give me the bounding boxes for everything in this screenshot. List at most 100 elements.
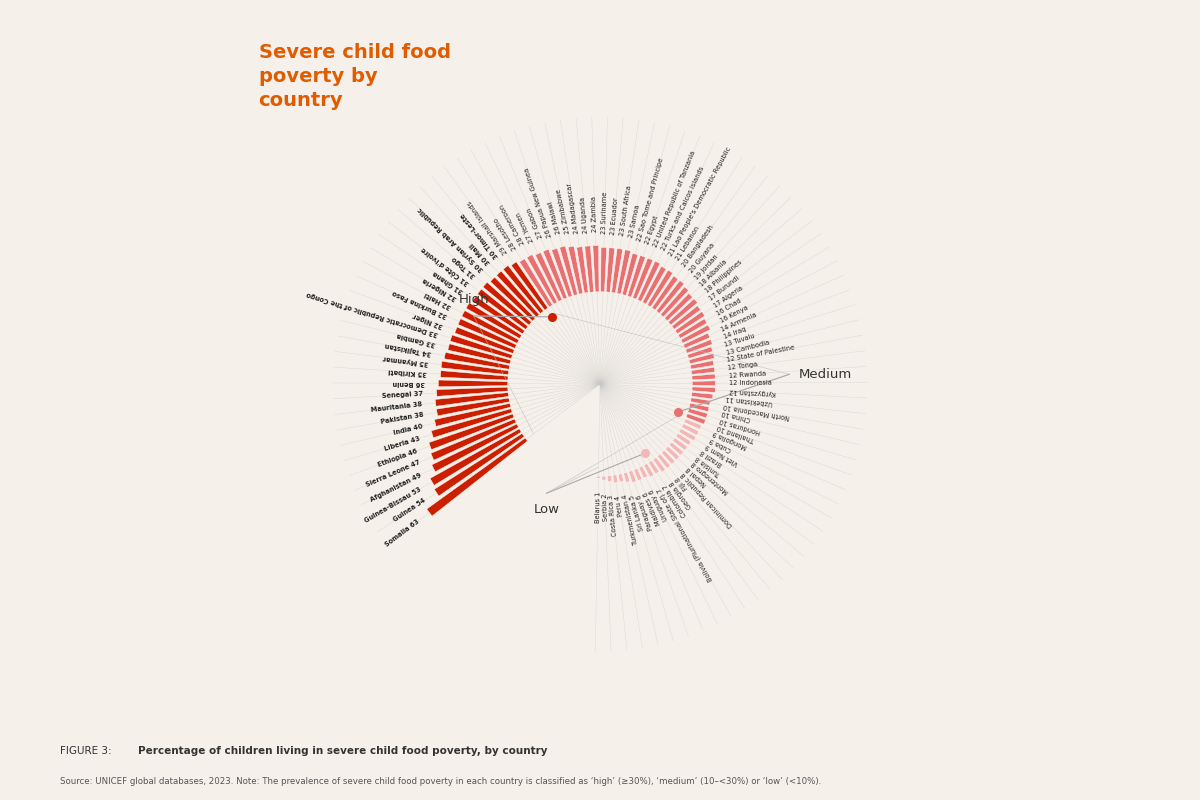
Text: 31 Ghana: 31 Ghana bbox=[432, 269, 464, 294]
Text: Belarus 1: Belarus 1 bbox=[594, 491, 601, 523]
Wedge shape bbox=[520, 258, 552, 307]
Text: 35 Myanmar: 35 Myanmar bbox=[382, 354, 428, 366]
Text: 22 Turks and Caicos Islands: 22 Turks and Caicos Islands bbox=[660, 166, 706, 251]
Wedge shape bbox=[438, 380, 508, 386]
Text: 12 State of Palestine: 12 State of Palestine bbox=[726, 345, 796, 363]
Text: Severe child food
poverty by
country: Severe child food poverty by country bbox=[258, 42, 450, 110]
Wedge shape bbox=[684, 418, 702, 430]
Wedge shape bbox=[690, 398, 710, 405]
Text: 14 Armenia: 14 Armenia bbox=[720, 311, 757, 333]
Wedge shape bbox=[624, 472, 630, 482]
Text: 33 Democratic Republic of the Congo: 33 Democratic Republic of the Congo bbox=[306, 290, 439, 337]
Wedge shape bbox=[602, 476, 606, 480]
Wedge shape bbox=[568, 246, 583, 294]
Wedge shape bbox=[593, 246, 599, 292]
Wedge shape bbox=[618, 474, 624, 482]
Wedge shape bbox=[584, 246, 594, 292]
Text: 14 Iraq: 14 Iraq bbox=[722, 326, 748, 340]
Wedge shape bbox=[676, 311, 704, 334]
Wedge shape bbox=[497, 271, 539, 317]
Wedge shape bbox=[462, 310, 518, 343]
Text: Colombia 7: Colombia 7 bbox=[662, 482, 688, 518]
Text: Honduras 10: Honduras 10 bbox=[719, 417, 761, 434]
Text: Sierra Leone 47: Sierra Leone 47 bbox=[365, 459, 421, 488]
Text: 19 Jordan: 19 Jordan bbox=[694, 254, 719, 281]
Text: Mongolia 9: Mongolia 9 bbox=[712, 430, 748, 450]
Wedge shape bbox=[436, 393, 509, 406]
Wedge shape bbox=[679, 429, 696, 441]
Wedge shape bbox=[629, 470, 636, 482]
Wedge shape bbox=[527, 254, 557, 304]
Text: 25 Zimbabwe: 25 Zimbabwe bbox=[556, 188, 571, 234]
Wedge shape bbox=[648, 461, 659, 474]
Wedge shape bbox=[670, 442, 684, 455]
Text: Nepal 8: Nepal 8 bbox=[685, 466, 708, 487]
Wedge shape bbox=[689, 354, 714, 364]
Wedge shape bbox=[680, 325, 710, 343]
Wedge shape bbox=[652, 276, 678, 310]
Text: 13 Tuvalu: 13 Tuvalu bbox=[724, 333, 756, 348]
Wedge shape bbox=[692, 374, 715, 380]
Wedge shape bbox=[632, 258, 653, 299]
Wedge shape bbox=[442, 362, 509, 374]
Wedge shape bbox=[692, 387, 715, 393]
Wedge shape bbox=[658, 454, 671, 468]
Wedge shape bbox=[689, 403, 709, 412]
Text: Uruguay 6: Uruguay 6 bbox=[649, 488, 670, 522]
Text: Maldives 6: Maldives 6 bbox=[642, 491, 661, 526]
Text: 26 Papua New Guinea: 26 Papua New Guinea bbox=[523, 166, 553, 238]
Wedge shape bbox=[691, 367, 715, 374]
Wedge shape bbox=[601, 247, 607, 292]
Wedge shape bbox=[606, 248, 614, 292]
Text: 32 Nigeria: 32 Nigeria bbox=[421, 276, 457, 302]
Wedge shape bbox=[691, 392, 713, 399]
Wedge shape bbox=[455, 327, 515, 354]
Wedge shape bbox=[628, 255, 646, 297]
Text: 16 Chad: 16 Chad bbox=[715, 298, 743, 317]
Wedge shape bbox=[688, 346, 713, 358]
Wedge shape bbox=[535, 253, 562, 302]
Wedge shape bbox=[596, 476, 600, 478]
Wedge shape bbox=[676, 434, 691, 446]
Wedge shape bbox=[661, 450, 676, 464]
Text: 23 Suriname: 23 Suriname bbox=[601, 192, 608, 234]
Wedge shape bbox=[638, 466, 648, 478]
Text: Senegal 37: Senegal 37 bbox=[382, 390, 424, 399]
Wedge shape bbox=[678, 318, 707, 338]
Wedge shape bbox=[690, 361, 714, 369]
Text: 24 Zambia: 24 Zambia bbox=[592, 196, 599, 232]
Wedge shape bbox=[430, 429, 521, 486]
Wedge shape bbox=[634, 468, 642, 481]
Wedge shape bbox=[682, 424, 698, 435]
Text: 31 Côte d'Ivoire: 31 Côte d'Ivoire bbox=[420, 246, 470, 286]
Text: 32 Niger: 32 Niger bbox=[413, 311, 444, 328]
Wedge shape bbox=[440, 370, 508, 380]
Text: 18 Philippines: 18 Philippines bbox=[704, 259, 743, 294]
Text: Bolivia (Plurinational State of) 7: Bolivia (Plurinational State of) 7 bbox=[655, 486, 714, 582]
Text: Tunisia 8: Tunisia 8 bbox=[695, 454, 722, 477]
Text: 22 Sao Tome and Principe: 22 Sao Tome and Principe bbox=[636, 157, 664, 242]
Text: 20 Bangladesh: 20 Bangladesh bbox=[682, 224, 715, 268]
Wedge shape bbox=[653, 458, 666, 472]
Text: Cuba 9: Cuba 9 bbox=[708, 437, 732, 453]
Wedge shape bbox=[668, 298, 697, 325]
Text: 21 Lebanon: 21 Lebanon bbox=[676, 226, 701, 262]
Text: Brazil 8: Brazil 8 bbox=[700, 448, 724, 467]
Text: 12 Indonesia: 12 Indonesia bbox=[728, 380, 772, 386]
Text: 13 Cambodia: 13 Cambodia bbox=[726, 339, 770, 355]
Text: 32 Haiti: 32 Haiti bbox=[424, 291, 452, 310]
Text: 31 Togo: 31 Togo bbox=[451, 254, 476, 278]
Text: 12 Tonga: 12 Tonga bbox=[727, 362, 758, 371]
Text: Source: UNICEF global databases, 2023. Note: The prevalence of severe child food: Source: UNICEF global databases, 2023. N… bbox=[60, 777, 821, 786]
Text: 16 Kenya: 16 Kenya bbox=[720, 304, 750, 324]
Text: Somalia 63: Somalia 63 bbox=[384, 518, 420, 548]
Wedge shape bbox=[552, 248, 572, 298]
Wedge shape bbox=[427, 438, 528, 516]
Text: Liberia 43: Liberia 43 bbox=[383, 435, 420, 452]
Text: Turkmenistan 4: Turkmenistan 4 bbox=[622, 494, 638, 546]
Text: Medium: Medium bbox=[799, 368, 852, 381]
Text: Guinea-Bissau 53: Guinea-Bissau 53 bbox=[364, 486, 422, 524]
Text: Kyrgyzstan 12: Kyrgyzstan 12 bbox=[728, 388, 775, 396]
Wedge shape bbox=[612, 249, 623, 293]
Text: 23 Samoa: 23 Samoa bbox=[628, 204, 641, 238]
